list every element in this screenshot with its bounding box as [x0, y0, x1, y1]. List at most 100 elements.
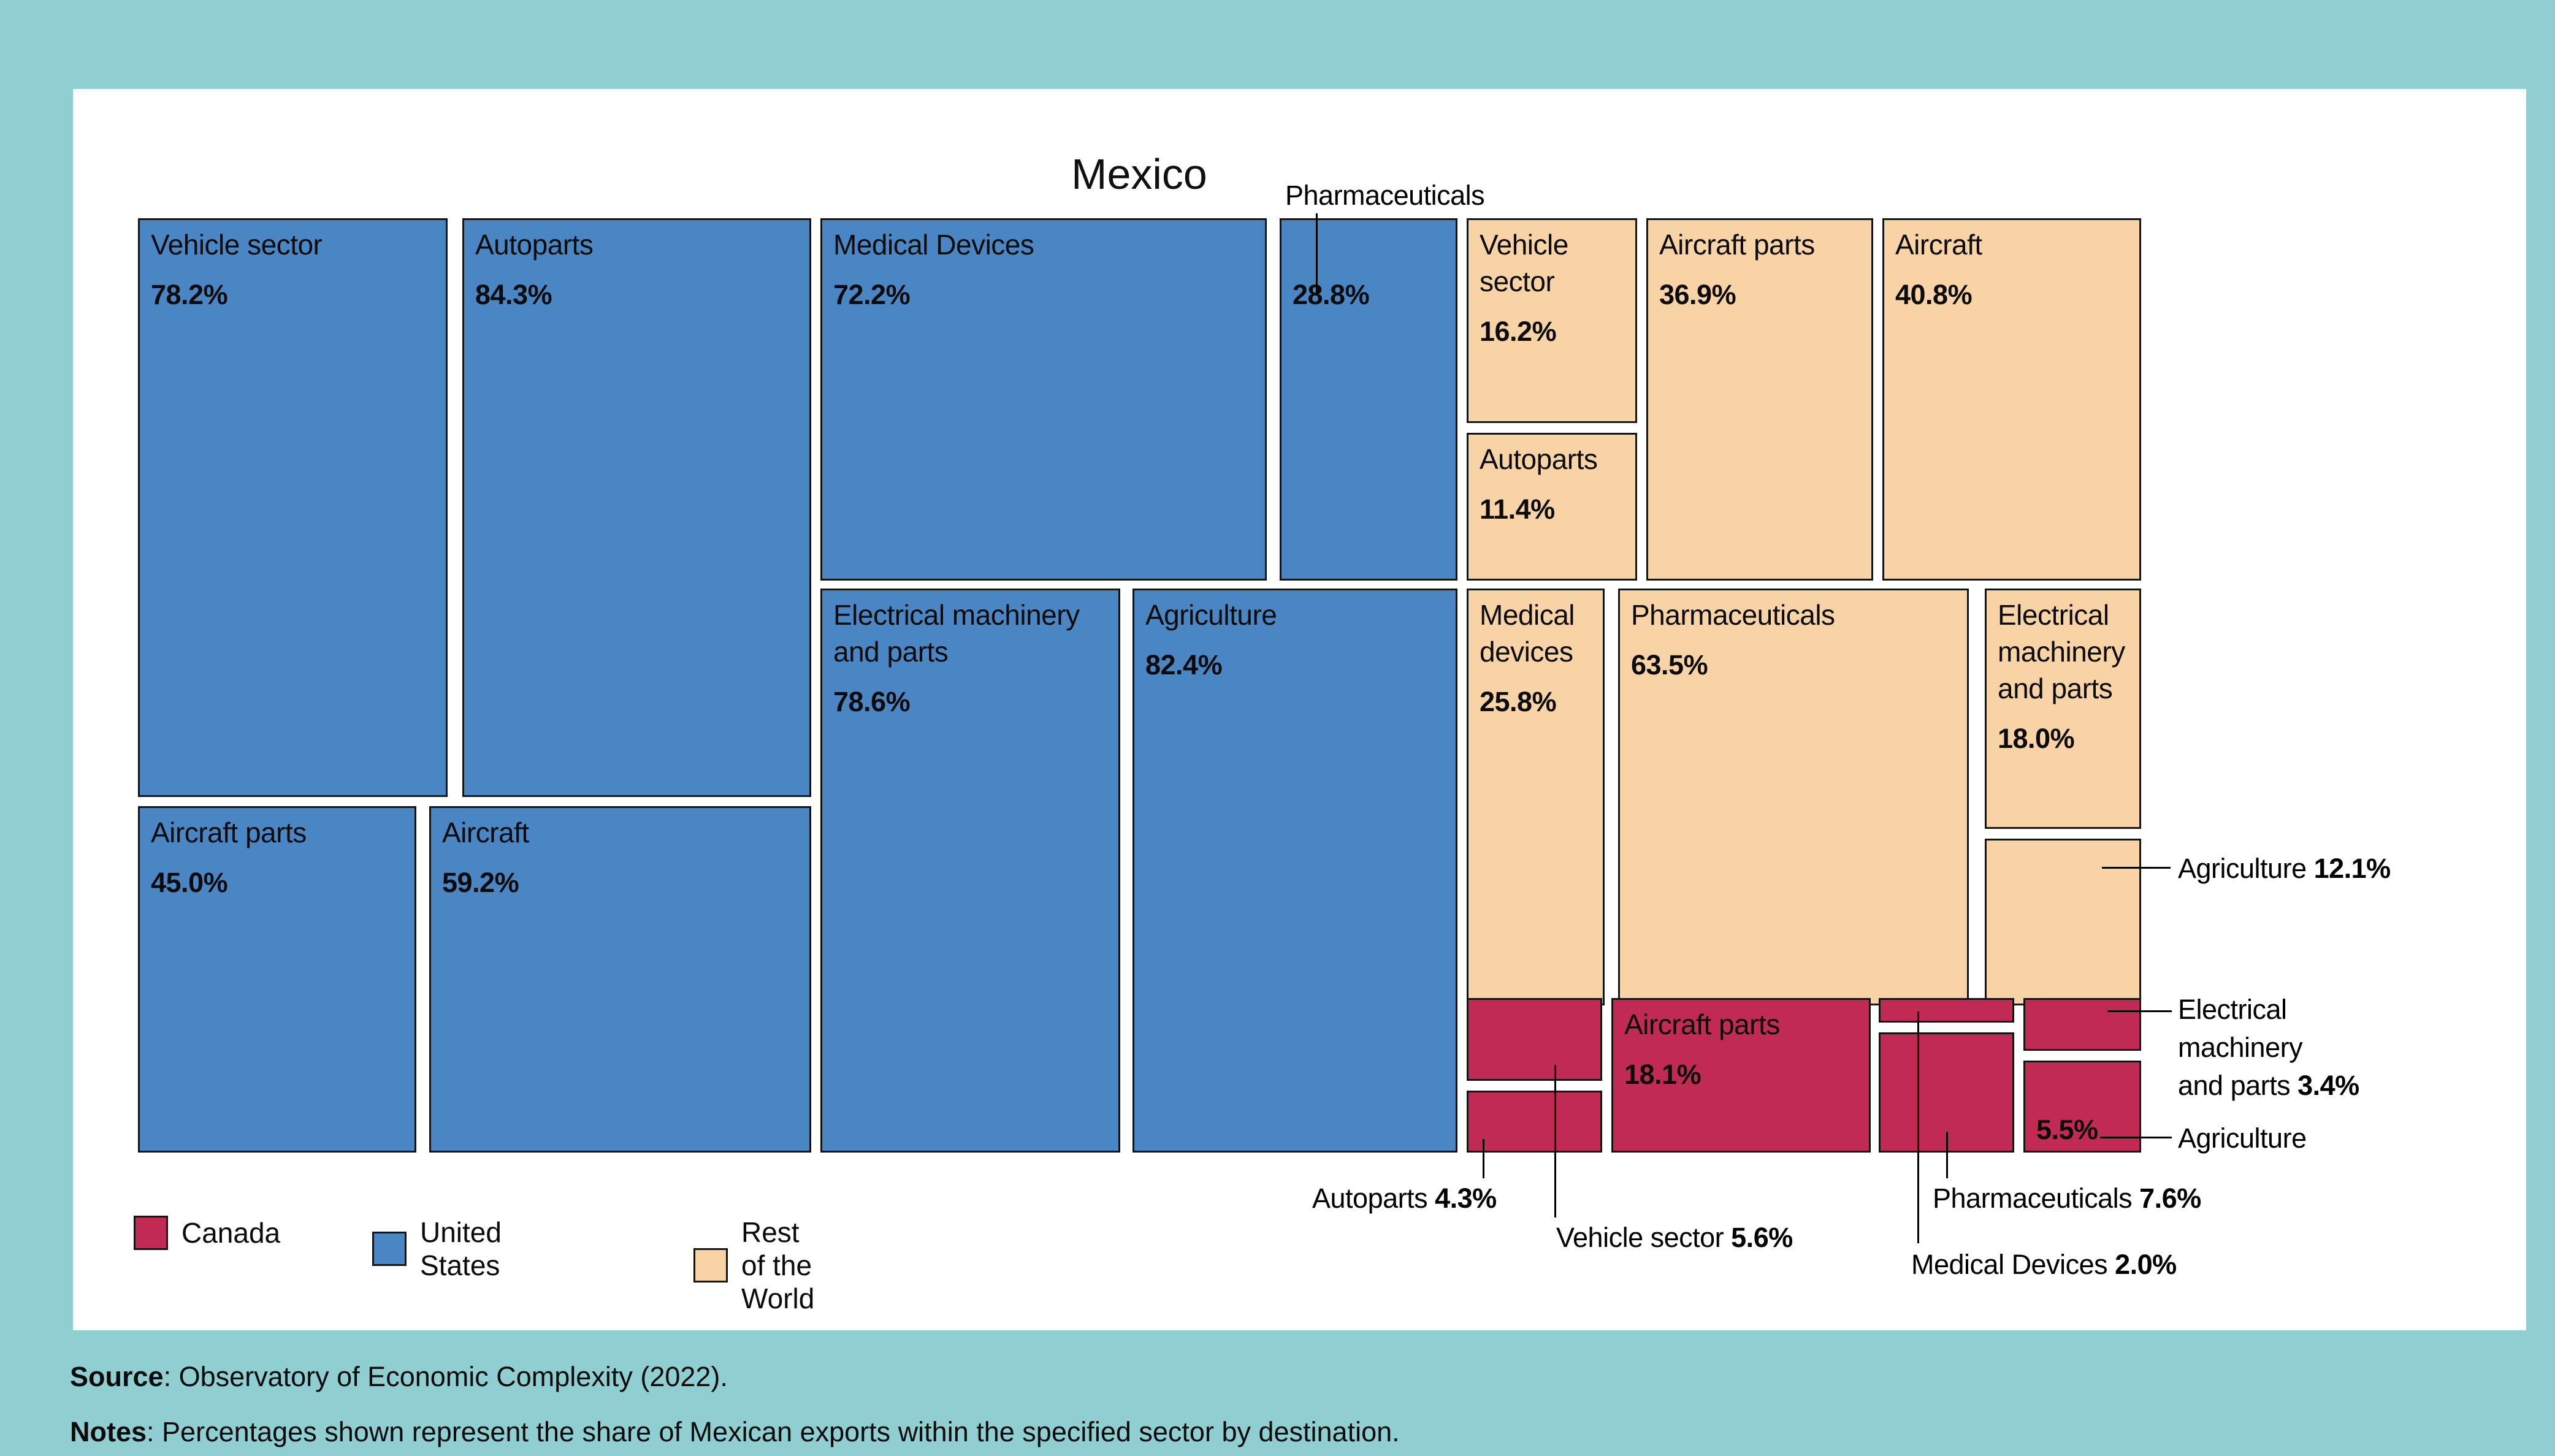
- annotation-agriculture-row: Agriculture 12.1%: [2178, 850, 2391, 888]
- box-value: 18.1%: [1624, 1059, 1701, 1090]
- treemap-box-row-electrical-machinery: Electrical machinery and parts 18.0%: [1985, 589, 2141, 829]
- box-value: 25.8%: [1480, 686, 1557, 717]
- callout-line-vehicle-sector-ca: [1554, 1065, 1556, 1218]
- annotation-pharmaceuticals-top: Pharmaceuticals: [1285, 177, 1485, 215]
- box-value: 18.0%: [1998, 723, 2075, 754]
- legend-swatch-canada: [134, 1216, 168, 1250]
- callout-line-autoparts-ca: [1483, 1139, 1484, 1178]
- box-value: 78.2%: [151, 279, 228, 310]
- legend-item-united-states: United States: [372, 1216, 502, 1282]
- callout-line-electrical-machinery-ca: [2107, 1010, 2172, 1012]
- annotation-text: and parts: [2178, 1070, 2291, 1101]
- callout-line-agriculture-ca: [2100, 1137, 2172, 1138]
- box-label: Autoparts: [1480, 443, 1598, 475]
- notes-label: Notes: [70, 1416, 147, 1447]
- callout-line-pharmaceuticals-ca: [1946, 1132, 1948, 1178]
- annotation-value: 2.0%: [2107, 1249, 2177, 1280]
- treemap-box-us-pharmaceuticals: 28.8%: [1280, 218, 1457, 581]
- annotation-text: Pharmaceuticals: [1933, 1183, 2133, 1214]
- treemap-box-ca-vehicle-sector: [1467, 998, 1602, 1081]
- treemap-box-row-aircraft: Aircraft 40.8%: [1882, 218, 2141, 581]
- box-label: Aircraft parts: [1624, 1008, 1780, 1040]
- box-value: 28.8%: [1293, 279, 1370, 310]
- treemap-box-row-autoparts: Autoparts 11.4%: [1467, 433, 1637, 581]
- box-label: Aircraft: [442, 817, 529, 848]
- treemap-box-row-aircraft-parts: Aircraft parts 36.9%: [1646, 218, 1873, 581]
- box-label: Electrical machinery and parts: [833, 599, 1080, 668]
- annotation-text: Vehicle sector: [1556, 1222, 1724, 1253]
- legend-label-canada: Canada: [181, 1217, 281, 1249]
- callout-line-agriculture-row: [2102, 867, 2171, 869]
- legend-item-canada: Canada: [134, 1216, 280, 1250]
- box-value: 45.0%: [151, 867, 228, 898]
- treemap-box-row-vehicle-sector: Vehicle sector 16.2%: [1467, 218, 1637, 423]
- box-value: 63.5%: [1631, 649, 1708, 680]
- box-value: 5.5%: [2036, 1114, 2098, 1145]
- treemap-box-ca-electrical-machinery: [2023, 998, 2141, 1051]
- annotation-vehicle-sector-ca: Vehicle sector 5.6%: [1556, 1219, 1793, 1257]
- annotation-agriculture-ca: Agriculture: [2178, 1119, 2307, 1157]
- treemap-box-us-vehicle-sector: Vehicle sector 78.2%: [138, 218, 448, 797]
- box-label: Aircraft parts: [1659, 229, 1815, 261]
- treemap-box-ca-autoparts: [1467, 1091, 1602, 1153]
- box-label: Vehicle sector: [1480, 229, 1568, 297]
- box-value: 40.8%: [1895, 279, 1973, 310]
- box-label: Medical Devices: [833, 229, 1034, 261]
- treemap-box-us-medical-devices: Medical Devices 72.2%: [820, 218, 1267, 581]
- treemap-box-us-autoparts: Autoparts 84.3%: [462, 218, 811, 797]
- legend-label-rest-of-world: Rest of the World: [741, 1216, 815, 1314]
- box-value: 78.6%: [833, 686, 911, 717]
- annotation-text: Autoparts: [1312, 1183, 1428, 1214]
- annotation-value: 3.4%: [2290, 1070, 2359, 1101]
- treemap-box-ca-medical-devices: [1879, 998, 2014, 1023]
- annotation-pharmaceuticals-ca: Pharmaceuticals 7.6%: [1933, 1180, 2201, 1218]
- treemap-box-row-agriculture: [1985, 839, 2141, 1005]
- box-value: 11.4%: [1480, 494, 1555, 525]
- annotation-text: Pharmaceuticals: [1285, 180, 1485, 211]
- box-label: Agriculture: [1145, 599, 1277, 631]
- treemap-box-us-agriculture: Agriculture 82.4%: [1132, 589, 1457, 1153]
- box-label: Autoparts: [475, 229, 594, 261]
- annotation-text: Agriculture: [2178, 1122, 2307, 1154]
- source-label: Source: [70, 1361, 164, 1392]
- treemap-box-us-aircraft: Aircraft 59.2%: [429, 806, 811, 1153]
- box-label: Medical devices: [1480, 599, 1575, 668]
- annotation-text: machinery: [2178, 1032, 2303, 1063]
- box-label: Pharmaceuticals: [1631, 599, 1835, 631]
- legend-swatch-united-states: [372, 1232, 407, 1266]
- box-value: 82.4%: [1145, 649, 1223, 680]
- legend-label-united-states: United States: [420, 1216, 502, 1281]
- box-value: 16.2%: [1480, 316, 1557, 347]
- methodology-note: Notes: Percentages shown represent the s…: [70, 1415, 1400, 1449]
- box-value: 72.2%: [833, 279, 911, 310]
- notes-text: : Percentages shown represent the share …: [147, 1416, 1400, 1447]
- page-title: Mexico: [1071, 150, 1207, 198]
- annotation-value: 4.3%: [1427, 1183, 1497, 1214]
- box-value: 84.3%: [475, 279, 552, 310]
- box-label: Aircraft parts: [151, 817, 307, 848]
- box-label: Aircraft: [1895, 229, 1982, 261]
- annotation-value: 12.1%: [2306, 853, 2391, 884]
- treemap-box-row-medical-devices: Medical devices 25.8%: [1467, 589, 1605, 1005]
- annotation-text: Agriculture: [2178, 853, 2307, 884]
- box-value: 59.2%: [442, 867, 519, 898]
- source-note: Source: Observatory of Economic Complexi…: [70, 1360, 728, 1394]
- annotation-medical-devices-ca: Medical Devices 2.0%: [1911, 1246, 2177, 1284]
- box-label: Electrical machinery and parts: [1998, 599, 2125, 704]
- legend-item-rest-of-world: Rest of the World: [693, 1216, 814, 1315]
- annotation-electrical-machinery-ca: Electrical machinery and parts 3.4%: [2178, 991, 2359, 1105]
- annotation-value: 5.6%: [1724, 1222, 1793, 1253]
- callout-line-pharmaceuticals-top: [1316, 213, 1318, 295]
- annotation-autoparts-ca: Autoparts 4.3%: [1312, 1180, 1497, 1218]
- annotation-text: Medical Devices: [1911, 1249, 2108, 1280]
- box-label: Vehicle sector: [151, 229, 323, 261]
- treemap-box-us-electrical-machinery: Electrical machinery and parts 78.6%: [820, 589, 1120, 1153]
- treemap-box-ca-aircraft-parts: Aircraft parts 18.1%: [1611, 998, 1871, 1153]
- annotation-text: Electrical: [2178, 994, 2287, 1025]
- box-value: 36.9%: [1659, 279, 1736, 310]
- legend-swatch-rest-of-world: [693, 1248, 728, 1283]
- source-text: : Observatory of Economic Complexity (20…: [163, 1361, 728, 1392]
- callout-line-medical-devices-ca: [1917, 1012, 1919, 1243]
- treemap-box-us-aircraft-parts: Aircraft parts 45.0%: [138, 806, 416, 1153]
